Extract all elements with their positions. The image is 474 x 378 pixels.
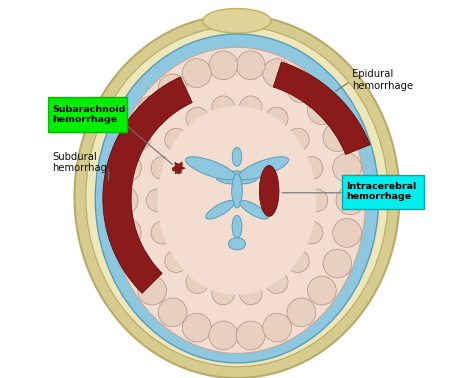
Circle shape xyxy=(182,59,211,87)
Circle shape xyxy=(212,282,235,305)
Circle shape xyxy=(158,298,187,327)
Circle shape xyxy=(286,128,309,151)
Text: Subdural
hemorrhage: Subdural hemorrhage xyxy=(53,152,114,174)
Ellipse shape xyxy=(228,238,246,250)
Circle shape xyxy=(209,51,237,80)
Circle shape xyxy=(287,74,316,103)
Circle shape xyxy=(209,321,237,350)
Text: Subarachnoid
hemorrhage: Subarachnoid hemorrhage xyxy=(53,105,126,124)
Ellipse shape xyxy=(259,166,279,216)
Circle shape xyxy=(286,250,309,273)
Circle shape xyxy=(138,276,166,305)
Circle shape xyxy=(212,96,235,119)
Ellipse shape xyxy=(238,157,289,180)
Wedge shape xyxy=(273,62,370,155)
Circle shape xyxy=(305,189,328,212)
Circle shape xyxy=(336,186,365,215)
Wedge shape xyxy=(103,77,192,293)
Circle shape xyxy=(239,282,262,305)
Ellipse shape xyxy=(206,201,234,219)
Ellipse shape xyxy=(232,174,242,208)
FancyBboxPatch shape xyxy=(342,175,425,209)
Ellipse shape xyxy=(95,34,379,363)
Ellipse shape xyxy=(74,15,400,378)
Text: Epidural
hemorrhage: Epidural hemorrhage xyxy=(352,69,413,91)
Ellipse shape xyxy=(216,171,258,184)
FancyBboxPatch shape xyxy=(48,97,127,132)
Circle shape xyxy=(186,271,209,294)
Circle shape xyxy=(138,96,166,124)
Circle shape xyxy=(239,96,262,119)
Ellipse shape xyxy=(185,157,236,180)
Circle shape xyxy=(333,218,362,247)
Ellipse shape xyxy=(86,26,388,367)
Circle shape xyxy=(237,321,265,350)
Polygon shape xyxy=(172,162,185,174)
Circle shape xyxy=(186,107,209,130)
Circle shape xyxy=(263,59,292,87)
Ellipse shape xyxy=(109,47,365,353)
Circle shape xyxy=(122,123,151,152)
Circle shape xyxy=(323,123,352,152)
Circle shape xyxy=(265,107,288,130)
Circle shape xyxy=(109,186,138,215)
Circle shape xyxy=(287,298,316,327)
Circle shape xyxy=(122,249,151,278)
Ellipse shape xyxy=(203,8,271,33)
Ellipse shape xyxy=(240,201,268,219)
Circle shape xyxy=(308,276,336,305)
Circle shape xyxy=(300,222,323,244)
Circle shape xyxy=(323,249,352,278)
Text: Intracerebral
hemorrhage: Intracerebral hemorrhage xyxy=(346,182,416,201)
Circle shape xyxy=(151,156,174,179)
Circle shape xyxy=(265,271,288,294)
Circle shape xyxy=(151,222,174,244)
Circle shape xyxy=(237,51,265,80)
Circle shape xyxy=(182,313,211,342)
Circle shape xyxy=(333,153,362,182)
Circle shape xyxy=(263,313,292,342)
Circle shape xyxy=(308,96,336,124)
Circle shape xyxy=(112,153,141,182)
Circle shape xyxy=(300,156,323,179)
Circle shape xyxy=(158,74,187,103)
Circle shape xyxy=(146,189,169,212)
Ellipse shape xyxy=(232,215,242,238)
Circle shape xyxy=(112,218,141,247)
Circle shape xyxy=(165,250,188,273)
Ellipse shape xyxy=(232,147,242,166)
Ellipse shape xyxy=(158,106,316,295)
Circle shape xyxy=(165,128,188,151)
